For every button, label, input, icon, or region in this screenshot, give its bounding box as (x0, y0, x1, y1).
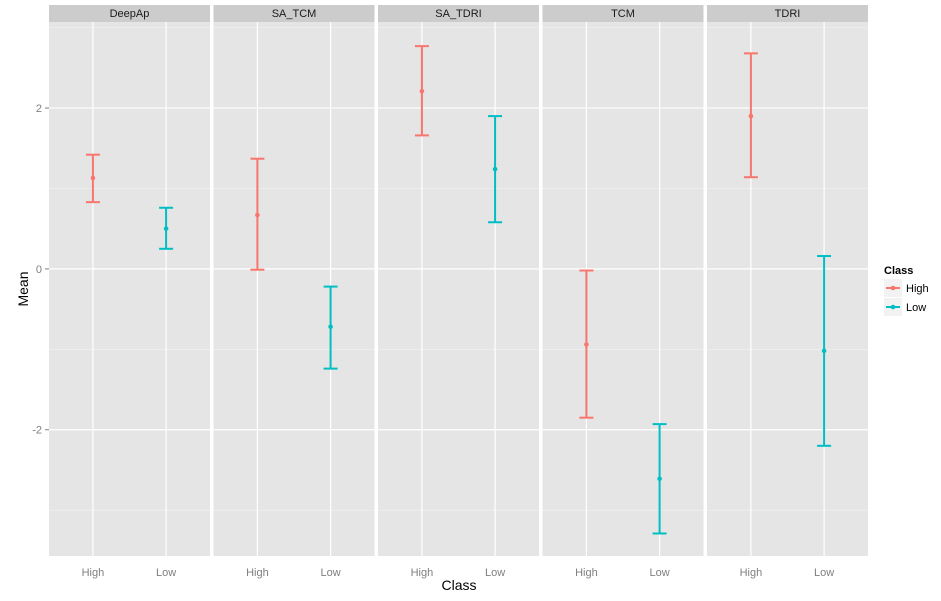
legend-label-low: Low (906, 302, 926, 314)
x-tick-label: High (740, 567, 763, 579)
x-tick-label: High (411, 567, 434, 579)
mean-point-high (255, 212, 260, 218)
y-tick-label: 2 (36, 103, 42, 115)
legend: Class High Low (884, 265, 929, 316)
mean-point-low (821, 348, 827, 354)
x-tick-label: Low (814, 567, 834, 579)
panel-background (378, 22, 539, 556)
panel-tcm: TCM High Low (542, 5, 704, 579)
panel-tdri: TDRI High Low (707, 5, 868, 579)
panel-sa_tdri: SA_TDRI High Low (378, 5, 539, 579)
strip-label: SA_TCM (272, 8, 317, 20)
mean-point-low (657, 476, 662, 482)
y-tick-label: -2 (32, 425, 42, 437)
panel-background (49, 22, 210, 556)
strip (49, 5, 210, 22)
mean-point-low (163, 226, 169, 231)
mean-point-low (492, 166, 498, 172)
strip (542, 5, 704, 22)
legend-label-high: High (906, 283, 929, 295)
strip-label: TCM (611, 8, 635, 20)
panel-deepap: DeepAp High Low (49, 5, 210, 579)
strip (378, 5, 539, 22)
panel-background (707, 22, 868, 556)
x-tick-label: Low (485, 567, 505, 579)
legend-title: Class (884, 265, 913, 277)
panel-sa_tcm: SA_TCM High Low (213, 5, 375, 579)
y-tick-label: 0 (36, 264, 42, 276)
mean-point-high (748, 113, 754, 119)
mean-point-high (90, 175, 96, 181)
strip-label: SA_TDRI (435, 8, 481, 20)
mean-point-high (419, 88, 425, 94)
strip (213, 5, 375, 22)
x-tick-label: Low (320, 567, 340, 579)
strip (707, 5, 868, 22)
mean-point-low (328, 324, 333, 330)
strip-label: DeepAp (110, 8, 150, 20)
panel-background (542, 22, 704, 556)
x-tick-label: High (82, 567, 105, 579)
x-axis-title: Class (441, 577, 476, 593)
strip-label: TDRI (775, 8, 801, 20)
y-axis-title: Mean (15, 271, 31, 306)
x-tick-label: High (575, 567, 598, 579)
legend-key-point (890, 285, 896, 291)
x-tick-label: Low (649, 567, 669, 579)
x-tick-label: High (246, 567, 269, 579)
panel-background (213, 22, 375, 556)
mean-point-high (584, 342, 589, 347)
x-tick-label: Low (156, 567, 176, 579)
legend-key-point (890, 304, 896, 310)
